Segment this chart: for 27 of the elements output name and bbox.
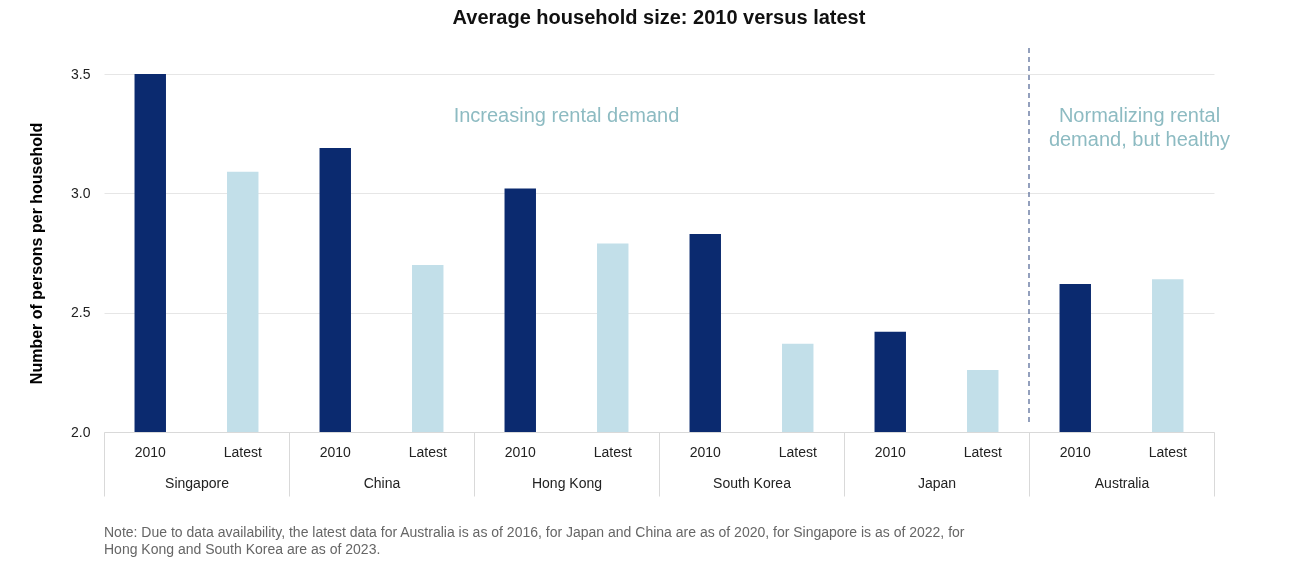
text: 2010 [319,444,351,460]
x-tick-label: Singapore [165,474,230,491]
x-tick-label: Japan [917,474,957,491]
annotation: Increasing rental demand [453,104,680,126]
annotation: Normalizing rental demand, but healthy [1048,104,1231,150]
y-tick-label: 2.5 [71,304,91,321]
x-tick-label: South Korea [713,474,792,491]
series-label: Latest [1148,444,1187,460]
text: 2010 [504,444,536,460]
y-tick-label: 3.0 [71,184,91,201]
text: 2010 [1059,444,1091,460]
series-label: 2010 [134,444,167,460]
x-tick-label: Australia [1094,474,1150,491]
text: 2010 [689,444,721,460]
text: 2010 [874,444,906,460]
chart-title: Average household size: 2010 versus latest [452,6,866,29]
y-tick-label: 2.0 [71,423,91,440]
y-axis-title: Number of persons per household [28,122,46,385]
text: Note: Due to data availability, the latest data for Australia is as of 2016, for Japan and China are as of 2020, for Singapore is as of 2022, for Hong Kong and South Korea are as of 2023. [104,524,965,557]
text: Latest [408,444,447,460]
text: Latest [223,444,262,460]
text: Latest [593,444,632,460]
text: Latest [963,444,1002,460]
x-tick-label: China [363,474,401,491]
x-tick-label: Hong Kong [531,474,603,491]
text: Latest [778,444,817,460]
y-tick-label: 3.5 [71,65,91,82]
